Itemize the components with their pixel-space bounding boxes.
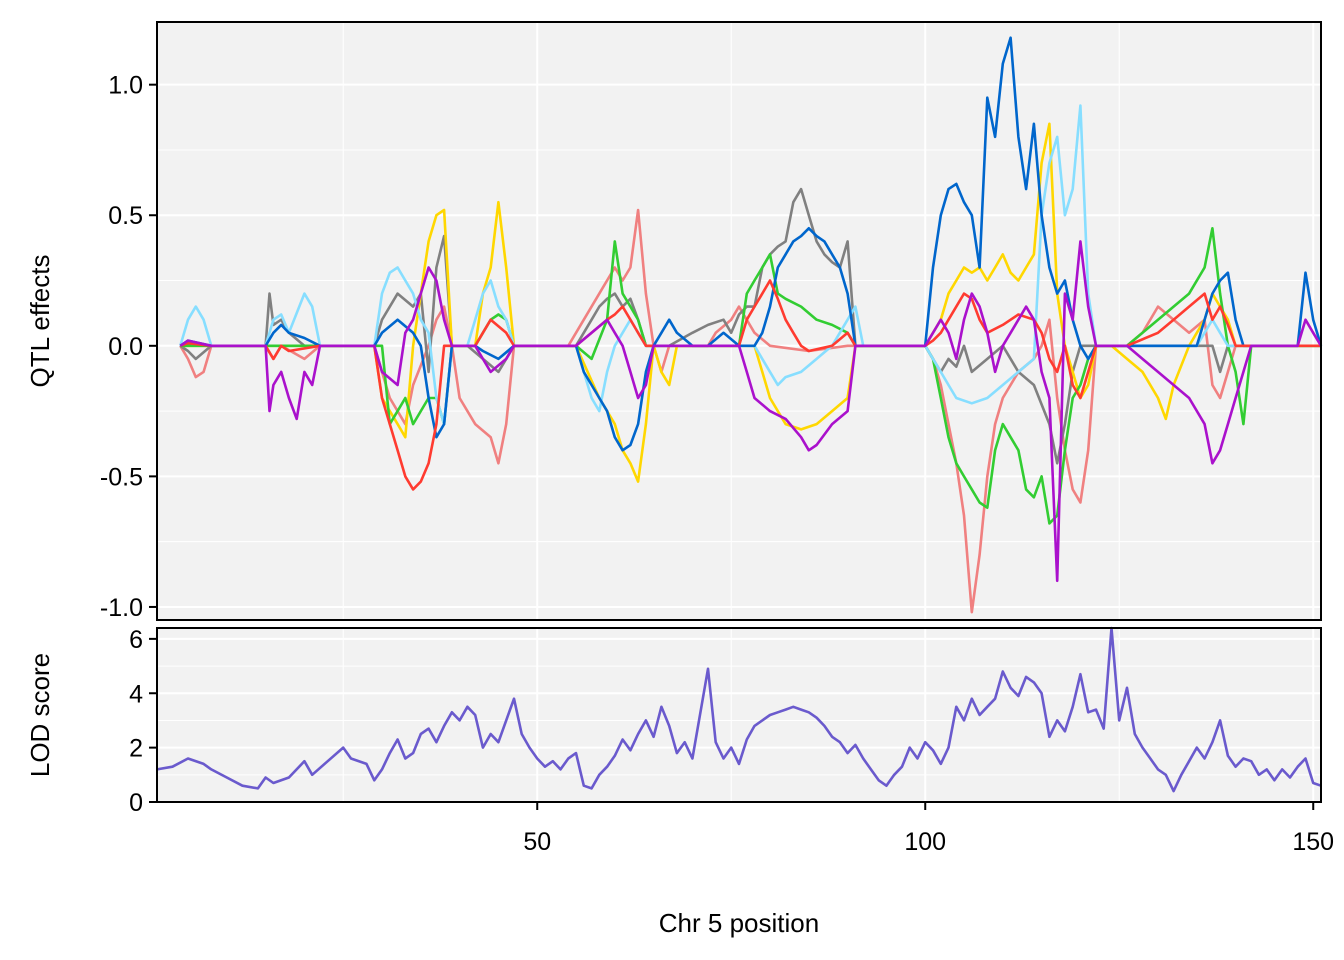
effects-panel: 1.0 0.5 0.0 -0.5 -1.0 QTL effects (25, 21, 1323, 622)
x-axis-ticks: 50 100 150 (523, 802, 1334, 856)
x-axis-title: Chr 5 position (659, 908, 819, 938)
lod-panel-border (156, 627, 1322, 803)
effects-y-tick-label: -1.0 (100, 594, 143, 622)
effects-series-1 (179, 187, 1321, 465)
effects-panel-border (156, 21, 1322, 621)
effects-series-7 (179, 240, 1323, 583)
x-tick-label: 50 (523, 828, 551, 856)
effects-y-tick-label: 0.0 (108, 333, 143, 361)
lod-series-line (156, 626, 1322, 793)
effects-y-tick-label: -0.5 (100, 463, 143, 491)
effects-panel-background (157, 22, 1321, 620)
lod-panel: 0 2 4 6 50 100 150 LOD score Chr 5 position (25, 626, 1334, 938)
effects-series-6 (179, 279, 1321, 491)
x-tick-label: 100 (904, 828, 946, 856)
lod-panel-background (157, 628, 1321, 802)
lod-y-tick-label: 4 (129, 680, 143, 708)
effects-y-ticks: 1.0 0.5 0.0 -0.5 -1.0 (100, 72, 157, 622)
effects-y-tick-label: 0.5 (108, 202, 143, 230)
effects-y-axis-title: QTL effects (25, 255, 55, 388)
lod-y-axis-title: LOD score (25, 653, 55, 777)
lod-y-ticks: 0 2 4 6 (129, 626, 157, 817)
effects-series-lines (179, 36, 1323, 614)
lod-series-0 (156, 626, 1322, 793)
lod-y-tick-label: 0 (129, 789, 143, 817)
x-tick-label: 150 (1292, 828, 1334, 856)
effects-y-tick-label: 1.0 (108, 72, 143, 100)
lod-y-tick-label: 6 (129, 626, 143, 654)
lod-y-tick-label: 2 (129, 735, 143, 763)
